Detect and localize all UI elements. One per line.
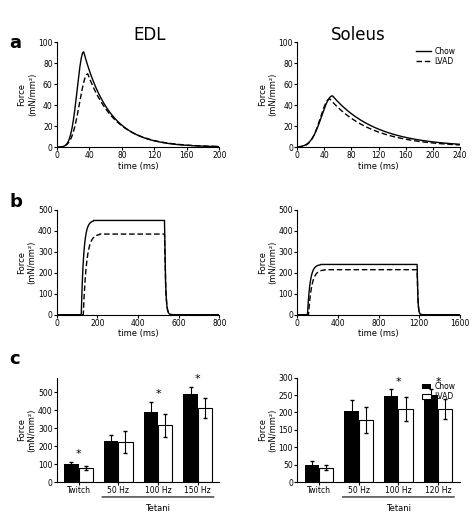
Bar: [79, 468, 93, 482]
Y-axis label: Force
(mN/mm²): Force (mN/mm²): [18, 73, 37, 117]
Y-axis label: Force
(mN/mm²): Force (mN/mm²): [258, 73, 277, 117]
Bar: [345, 411, 359, 482]
Y-axis label: Force
(mN/mm²): Force (mN/mm²): [17, 241, 36, 284]
Bar: [319, 467, 333, 482]
Bar: [438, 409, 452, 482]
Bar: [305, 465, 319, 482]
Text: *: *: [76, 449, 82, 460]
Bar: [384, 396, 399, 482]
Bar: [359, 420, 373, 482]
X-axis label: time (ms): time (ms): [118, 162, 158, 171]
Bar: [183, 394, 198, 482]
Bar: [158, 426, 172, 482]
Bar: [64, 464, 79, 482]
Text: *: *: [195, 374, 201, 384]
Text: *: *: [155, 389, 161, 399]
Text: b: b: [9, 193, 22, 211]
Y-axis label: Force
(mN/mm²): Force (mN/mm²): [258, 408, 277, 452]
Bar: [424, 395, 438, 482]
X-axis label: time (ms): time (ms): [358, 329, 399, 338]
Text: a: a: [9, 34, 21, 52]
Bar: [198, 408, 212, 482]
X-axis label: time (ms): time (ms): [118, 329, 158, 338]
Legend: Chow, LVAD: Chow, LVAD: [415, 46, 456, 67]
Text: EDL: EDL: [133, 26, 165, 45]
Text: *: *: [396, 377, 401, 387]
Text: Soleus: Soleus: [330, 26, 385, 45]
Text: *: *: [435, 377, 441, 387]
Bar: [144, 412, 158, 482]
Text: Tetani: Tetani: [386, 505, 411, 513]
Text: c: c: [9, 350, 20, 368]
Y-axis label: Force
(mN/mm²): Force (mN/mm²): [258, 241, 277, 284]
Legend: Chow, LVAD: Chow, LVAD: [421, 382, 456, 402]
Bar: [118, 442, 133, 482]
X-axis label: time (ms): time (ms): [358, 162, 399, 171]
Bar: [104, 441, 118, 482]
Y-axis label: Force
(mN/mm²): Force (mN/mm²): [17, 408, 36, 452]
Bar: [399, 409, 413, 482]
Text: Tetani: Tetani: [146, 505, 171, 513]
